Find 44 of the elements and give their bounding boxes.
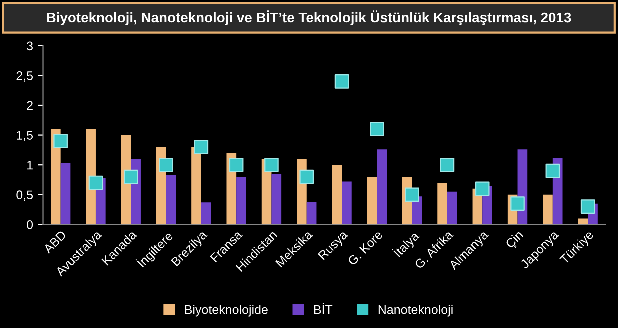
chart-title: Biyoteknoloji, Nanoteknoloji ve BİT’te Teknolojik Üstünlük Karşılaştırması, 2013	[47, 10, 572, 26]
point	[440, 158, 455, 172]
y-tick-label: 2	[27, 101, 33, 110]
bar	[272, 174, 282, 225]
y-tick-label: 1	[28, 161, 33, 170]
point	[124, 170, 138, 184]
bar	[60, 163, 71, 225]
point	[510, 196, 525, 211]
y-tick-label: 1,5	[17, 131, 34, 142]
point	[88, 176, 104, 190]
point	[300, 170, 314, 184]
point	[264, 158, 279, 172]
point	[334, 74, 350, 89]
y-tick-label: 2,5	[16, 72, 34, 82]
point	[546, 164, 560, 178]
legend-label: Nanoteknoloji	[378, 305, 453, 317]
bar	[342, 182, 352, 225]
bar	[367, 177, 378, 225]
point	[194, 140, 209, 154]
bar	[86, 129, 96, 225]
bar	[543, 194, 553, 225]
bar	[332, 165, 342, 225]
legend-label: Biyoteknolojide	[185, 305, 268, 317]
bar	[447, 192, 458, 225]
y-tick-label: 0	[27, 220, 34, 230]
point	[475, 182, 490, 196]
point	[405, 188, 420, 202]
bar	[236, 177, 246, 225]
bar	[578, 218, 588, 225]
x-tick-label: Çin	[504, 230, 526, 251]
y-tick-label: 0,5	[16, 190, 34, 202]
bar	[201, 202, 212, 225]
point	[54, 134, 68, 148]
bar	[166, 175, 176, 225]
point	[580, 200, 596, 214]
y-tick-label: 3	[27, 42, 33, 51]
point	[229, 158, 244, 172]
bar	[438, 182, 448, 225]
bar	[377, 150, 388, 225]
bar	[306, 202, 317, 225]
point	[370, 122, 384, 136]
legend-label: BİT	[314, 303, 333, 314]
bar	[192, 147, 202, 225]
point	[159, 158, 174, 172]
